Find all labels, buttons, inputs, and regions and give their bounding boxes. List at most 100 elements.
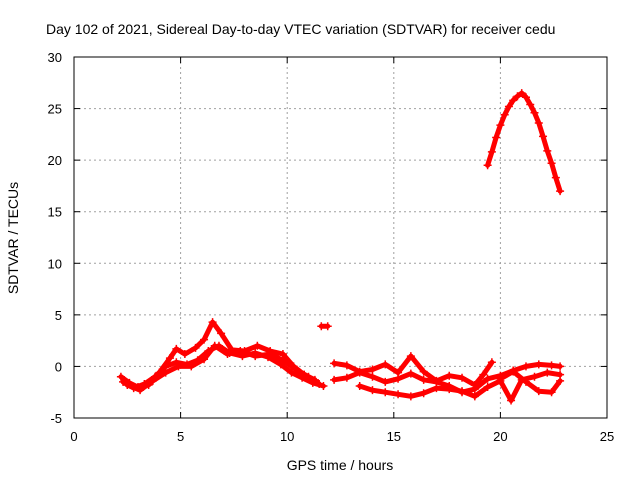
x-tick-label: 5	[177, 429, 184, 444]
data-point	[487, 358, 496, 367]
data-point	[517, 89, 526, 98]
y-tick-label: 15	[48, 205, 62, 220]
data-point	[180, 350, 189, 359]
data-point	[483, 161, 492, 170]
data-point	[492, 133, 501, 142]
data-point	[470, 392, 479, 401]
data-point	[483, 383, 492, 392]
data-point	[208, 318, 217, 327]
data-point	[406, 392, 415, 401]
data-point	[513, 92, 522, 101]
data-point	[556, 187, 565, 196]
data-point	[521, 377, 530, 386]
series-trace	[497, 369, 563, 395]
data-point	[496, 374, 505, 383]
data-point	[116, 372, 125, 381]
data-point	[534, 387, 543, 396]
data-point	[530, 108, 539, 117]
y-tick-label: 5	[55, 308, 62, 323]
data-point	[534, 119, 543, 128]
data-point	[368, 365, 377, 374]
data-point	[323, 322, 332, 331]
data-point	[547, 361, 556, 370]
data-point	[394, 390, 403, 399]
data-point	[355, 382, 364, 391]
data-point	[507, 396, 516, 405]
series-trace	[124, 343, 322, 393]
data-point	[315, 379, 324, 388]
data-point	[278, 356, 287, 365]
data-point	[368, 386, 377, 395]
data-point	[496, 121, 505, 130]
data-point	[406, 369, 415, 378]
data-point	[543, 146, 552, 155]
data-point	[123, 380, 132, 389]
data-point	[253, 341, 262, 350]
data-point	[445, 385, 454, 394]
data-point	[319, 382, 328, 391]
data-point	[217, 329, 226, 338]
data-point	[210, 341, 219, 350]
data-point	[136, 386, 145, 395]
data-point	[419, 389, 428, 398]
data-point	[200, 355, 209, 364]
series-track-3	[123, 341, 324, 395]
data-point	[551, 173, 560, 182]
data-point	[191, 343, 200, 352]
data-point	[419, 367, 428, 376]
data-point	[509, 367, 518, 376]
data-point	[148, 376, 157, 385]
y-tick-label: 0	[55, 359, 62, 374]
data-point	[547, 388, 556, 397]
series-track-9	[483, 89, 565, 196]
series-trace	[331, 353, 495, 388]
data-point	[368, 372, 377, 381]
y-tick-label: 20	[48, 153, 62, 168]
data-point	[236, 346, 245, 355]
series-track-5	[330, 352, 496, 389]
data-point	[381, 377, 390, 386]
data-point	[504, 102, 513, 111]
data-point	[432, 384, 441, 393]
x-tick-label: 15	[387, 429, 401, 444]
plot-frame	[73, 56, 608, 419]
x-tick-label: 0	[70, 429, 77, 444]
data-point	[119, 377, 128, 386]
data-point	[500, 110, 509, 119]
data-point	[355, 368, 364, 377]
data-point	[165, 354, 174, 363]
data-point	[539, 132, 548, 141]
data-point	[174, 362, 183, 371]
axis-ticks: 0 5 10 15 20 25 -5 0 5 10 15 20 25 30	[48, 50, 615, 444]
data-point	[342, 361, 351, 370]
data-point	[223, 350, 232, 359]
data-point	[534, 360, 543, 369]
data-point	[556, 362, 565, 371]
data-point	[330, 375, 339, 384]
data-point	[251, 352, 260, 361]
series-track-8	[496, 367, 565, 397]
y-tick-label: 25	[48, 102, 62, 117]
y-tick-label: 30	[48, 50, 62, 65]
data-point	[287, 368, 296, 377]
data-point	[521, 93, 530, 102]
series-trace	[485, 90, 563, 194]
series-track-4	[317, 322, 332, 331]
y-tick-label: -5	[50, 411, 62, 426]
data-point	[547, 159, 556, 168]
data-point	[458, 373, 467, 382]
data-point	[161, 368, 170, 377]
data-point	[509, 96, 518, 105]
data-point	[266, 350, 275, 359]
x-tick-label: 10	[280, 429, 294, 444]
data-point	[419, 375, 428, 384]
x-tick-label: 20	[493, 429, 507, 444]
data-point	[521, 362, 530, 371]
y-tick-label: 10	[48, 256, 62, 271]
data-point	[291, 365, 300, 374]
data-point	[487, 147, 496, 156]
data-point	[543, 368, 552, 377]
data-point	[381, 388, 390, 397]
chart-title: Day 102 of 2021, Sidereal Day-to-day VTE…	[46, 21, 555, 37]
data-point	[556, 376, 565, 385]
